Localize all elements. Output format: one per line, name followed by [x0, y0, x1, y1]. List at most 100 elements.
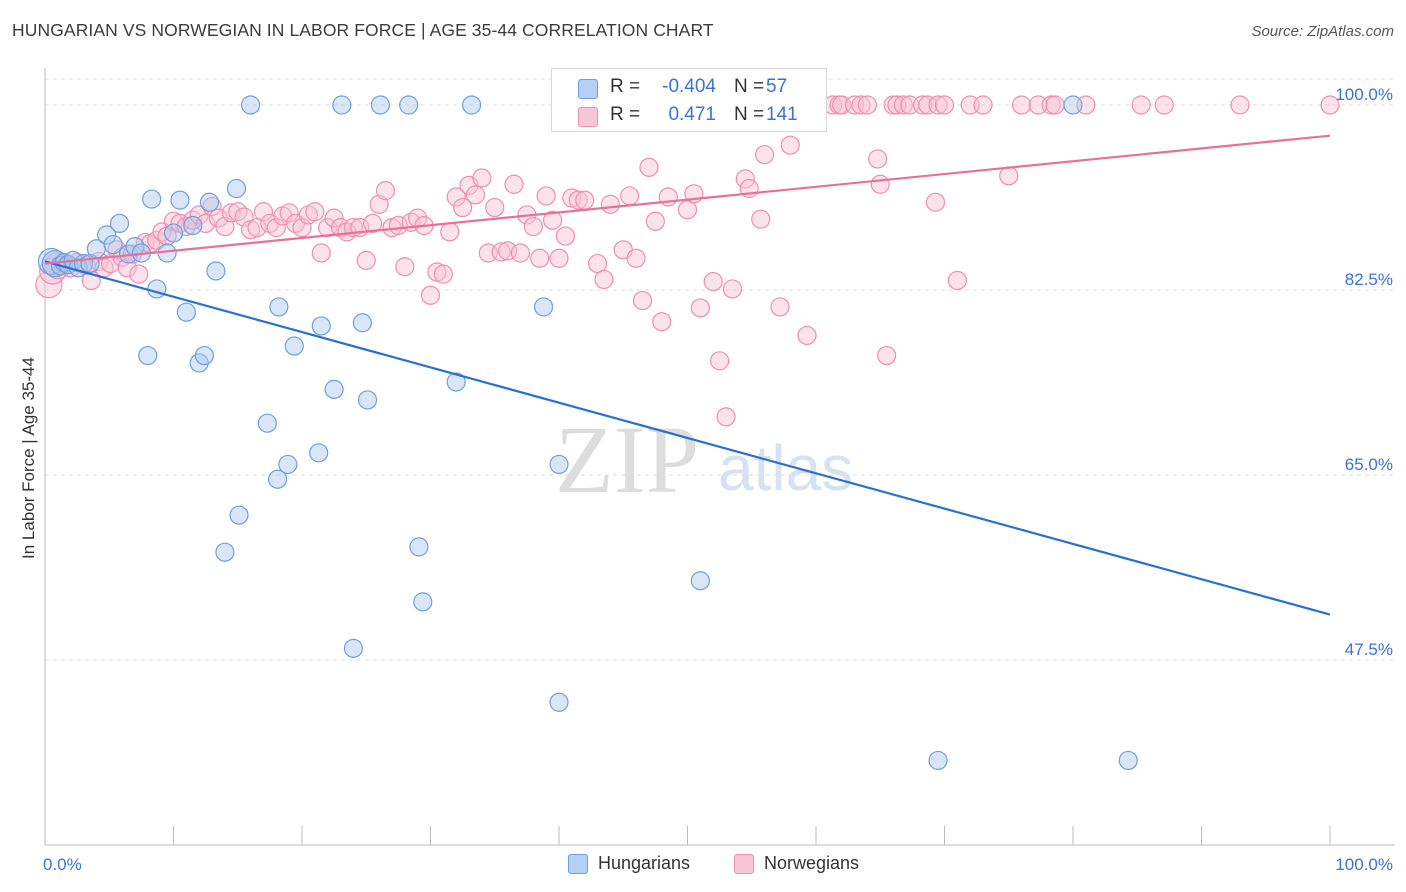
norwegians-point [1230, 95, 1250, 115]
norwegians-point [877, 345, 897, 366]
norwegians-point [703, 271, 723, 292]
norwegians-point [870, 174, 890, 194]
y-axis-label: In Labor Force | Age 35-44 [19, 357, 38, 559]
watermark-atlas: atlas [718, 432, 853, 504]
hungarians-point [370, 95, 390, 115]
hungarians-point [332, 95, 352, 115]
norwegians-point [395, 257, 415, 277]
norwegians-point [465, 185, 486, 205]
norwegians-point [491, 242, 511, 262]
chart-title: HUNGARIAN VS NORWEGIAN IN LABOR FORCE | … [12, 20, 714, 40]
x-tick-label-min: 0.0% [43, 855, 82, 874]
hungarians-point [138, 345, 158, 366]
norwegians-point [913, 95, 933, 115]
norwegians-point [1320, 95, 1340, 115]
y-tick-label: 100.0% [1335, 85, 1393, 104]
norwegians-point [305, 202, 325, 222]
norwegians-point [722, 279, 743, 299]
norwegians-point [363, 213, 383, 233]
norwegians-point [1131, 95, 1151, 115]
norwegians-point [626, 248, 646, 268]
norwegians-point [639, 157, 659, 177]
norwegians-point [221, 203, 241, 223]
y-tick-label: 82.5% [1345, 270, 1393, 289]
hungarians-point [357, 390, 378, 410]
legend-swatch-hungarians [578, 79, 598, 99]
hungarians-point [97, 225, 117, 245]
norwegians-point [770, 297, 790, 317]
norwegians-point [780, 135, 800, 155]
norwegians-point [433, 264, 453, 284]
norwegians-point [542, 210, 563, 230]
norwegians-point [1045, 95, 1065, 115]
hungarians-point [352, 313, 372, 333]
norwegians-point [925, 192, 946, 212]
norwegians-point [129, 264, 149, 284]
norwegians-point [530, 248, 550, 268]
norwegians-point [857, 95, 878, 115]
norwegians-point [735, 169, 755, 189]
legend-row-hungarians: R = -0.404 N = 57 [552, 73, 826, 101]
norwegians-point [266, 218, 286, 238]
norwegians-point [652, 312, 672, 332]
hungarians-point [399, 95, 419, 115]
legend-swatch-norwegians [578, 107, 598, 127]
hungarians-point [446, 372, 466, 392]
norwegians-point [324, 208, 344, 228]
series-swatch-norwegians [734, 854, 754, 874]
norwegians-point [440, 222, 460, 242]
norwegians-point [253, 202, 274, 222]
hungarians-point [533, 297, 554, 317]
norwegians-point [485, 197, 505, 218]
hungarians-point [183, 215, 203, 236]
hungarians-point [549, 692, 569, 712]
hungarians-point [462, 95, 482, 115]
hungarians-point [409, 537, 429, 557]
hungarians-point [176, 302, 196, 322]
hungarians-point [549, 454, 569, 475]
norwegians-point [594, 269, 614, 290]
hungarians-point [109, 213, 130, 233]
axes [44, 68, 1395, 846]
norwegians-point [999, 166, 1019, 186]
hungarians-point [147, 279, 167, 299]
hungarians-point [309, 443, 329, 463]
norwegians-point [549, 248, 569, 268]
norwegians-point [918, 95, 938, 115]
norwegians-point [645, 211, 665, 231]
legend-row-norwegians: R = 0.471 N = 141 [552, 101, 826, 129]
norwegians-point [600, 194, 621, 214]
norwegians-point [472, 168, 492, 188]
norwegians-point [311, 243, 331, 263]
legend-r-label: R = [610, 104, 641, 125]
hungarians-point [199, 192, 220, 212]
norwegians-point [504, 174, 524, 194]
watermark-zip: ZIP [555, 406, 699, 513]
norwegians-point [934, 95, 955, 115]
norwegians-points [35, 95, 1340, 427]
hungarians-point [311, 316, 331, 336]
hungarians-points [37, 95, 1138, 771]
hungarians-point [257, 413, 277, 433]
hungarians-point [269, 297, 289, 317]
norwegians-point [1011, 95, 1032, 115]
hungarians-point [1118, 750, 1138, 771]
hungarians-point [215, 542, 235, 562]
y-tick-label: 47.5% [1345, 640, 1393, 659]
norwegians-point [279, 203, 299, 223]
norwegians-point [710, 351, 730, 371]
legend-r-value-norwegians: 0.471 [668, 104, 716, 125]
tick-labels: 47.5% 65.0% 82.5% 100.0% 0.0% 100.0% [43, 85, 1393, 874]
norwegians-point [292, 218, 312, 238]
hungarians-point [226, 178, 247, 199]
norwegians-point [356, 250, 376, 270]
hungarians-point [206, 261, 226, 281]
norwegians-point [973, 95, 993, 115]
legend-n-label: N = [734, 76, 765, 97]
norwegians-point [510, 243, 531, 263]
series-swatch-hungarians [568, 854, 588, 874]
series-label-hungarians: Hungarians [598, 853, 691, 873]
hungarians-point [194, 345, 214, 366]
stats-legend: R = -0.404 N = 57 R = 0.471 N = 141 [551, 68, 827, 132]
